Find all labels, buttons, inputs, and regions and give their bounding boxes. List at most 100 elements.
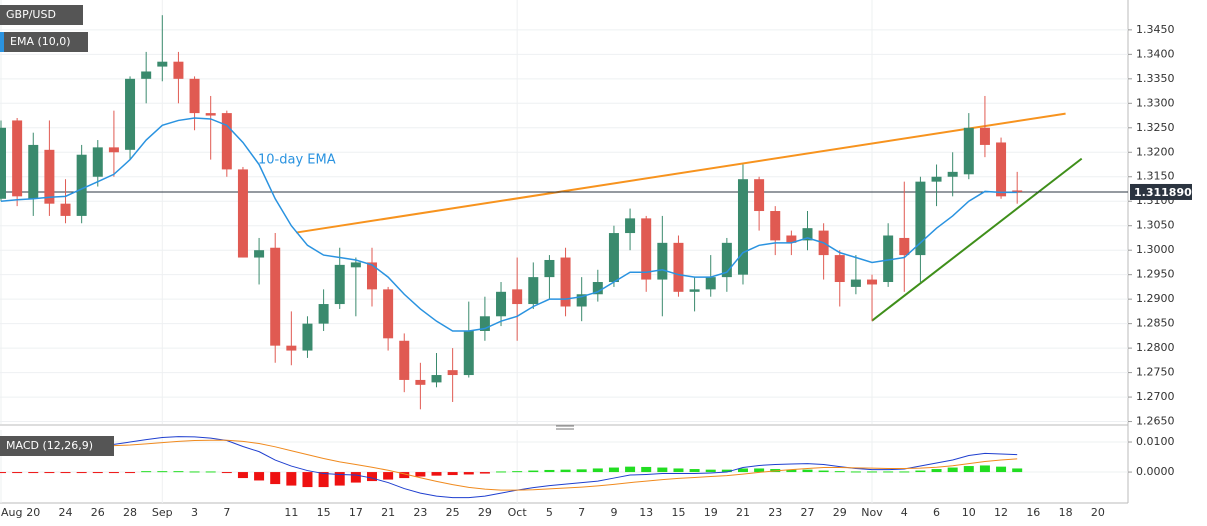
x-tick-label: 19	[704, 506, 718, 519]
x-tick-label: Nov	[861, 506, 883, 519]
x-tick-label: Sep	[152, 506, 173, 519]
histogram-bar	[608, 467, 619, 473]
candle-body	[883, 235, 894, 283]
x-tick-label: 16	[1026, 506, 1040, 519]
resize-handle[interactable]	[556, 425, 574, 430]
candle-body	[996, 142, 1007, 197]
macd-title: MACD (12,26,9)	[6, 439, 93, 452]
candle-body	[221, 113, 232, 170]
histogram-bar	[592, 468, 603, 473]
histogram-bar	[237, 472, 248, 479]
y-tick-label: 1.3400	[1136, 47, 1175, 60]
candle-body	[592, 282, 603, 295]
candle-body	[270, 247, 281, 346]
x-tick-label: 23	[768, 506, 782, 519]
plot-area: 1.2650 1.2700 1.2750 1.2800 1.2850 1.2900 1.29…	[0, 0, 1175, 519]
histogram-bar	[996, 466, 1007, 473]
histogram-bar	[60, 472, 71, 474]
y-tick-label: 1.2950	[1136, 268, 1175, 281]
histogram-bar	[899, 471, 910, 473]
candle-body	[60, 203, 71, 216]
candle-body	[737, 179, 748, 275]
histogram-bar	[544, 469, 555, 473]
x-tick-label: 27	[801, 506, 815, 519]
candle-body	[802, 228, 813, 241]
x-tick-label: 29	[833, 506, 847, 519]
candle-body	[350, 262, 361, 268]
histogram-bar	[157, 471, 168, 473]
candle-body	[173, 61, 184, 79]
candle-body	[657, 242, 668, 280]
y-tick-label: 0.0000	[1136, 465, 1175, 478]
candle-body	[689, 289, 700, 292]
histogram-bar	[205, 471, 216, 473]
histogram-bar	[76, 472, 87, 474]
histogram-bar	[189, 471, 200, 473]
candle-body	[463, 330, 474, 376]
title-box	[0, 5, 83, 25]
histogram-bar	[850, 471, 861, 473]
candle-body	[318, 304, 329, 324]
histogram-bar	[963, 466, 974, 473]
candle-body	[157, 61, 168, 67]
histogram-bar	[673, 468, 684, 473]
histogram-bar	[818, 470, 829, 473]
histogram-bar	[721, 469, 732, 473]
x-tick-label: 4	[901, 506, 908, 519]
y-tick-label: 1.3300	[1136, 96, 1175, 109]
candle-body	[28, 144, 39, 199]
candle-body	[963, 127, 974, 175]
candle-body	[108, 147, 119, 153]
candle-body	[0, 127, 6, 199]
histogram-bar	[528, 470, 539, 473]
candle-body	[254, 250, 265, 258]
candle-body	[447, 370, 458, 376]
candle-body	[141, 71, 152, 79]
x-tick-label: 21	[736, 506, 750, 519]
macd-line	[0, 439, 1018, 491]
histogram-bar	[350, 472, 361, 483]
histogram-bar	[12, 472, 23, 474]
histogram-bar	[1012, 468, 1023, 473]
candle-body	[1012, 190, 1023, 192]
legend-swatch	[0, 32, 4, 52]
y-tick-label: 1.3250	[1136, 121, 1175, 134]
histogram-bar	[92, 472, 103, 474]
candle-body	[544, 259, 555, 278]
histogram-bar	[641, 466, 652, 473]
histogram-bar	[366, 472, 377, 482]
histogram-bar	[415, 472, 426, 477]
candle-body	[834, 255, 845, 283]
histogram-bar	[44, 472, 55, 474]
candle-body	[528, 277, 539, 305]
candle-body	[641, 218, 652, 280]
x-tick-label: 26	[91, 506, 105, 519]
histogram-bar	[173, 471, 184, 473]
x-tick-label: 21	[381, 506, 395, 519]
x-tick-label: 15	[317, 506, 331, 519]
histogram-bar	[512, 471, 523, 473]
candle-body	[512, 289, 523, 305]
candle-body	[237, 169, 248, 258]
last-price-label: 1.311890	[1134, 186, 1192, 199]
candle-body	[721, 242, 732, 278]
x-tick-label: 25	[446, 506, 460, 519]
x-tick-label: 28	[123, 506, 137, 519]
histogram-bar	[657, 467, 668, 473]
histogram-bar	[108, 472, 119, 474]
y-tick-label: 1.2800	[1136, 341, 1175, 354]
x-tick-label: 10	[962, 506, 976, 519]
histogram-bar	[221, 472, 232, 474]
candle-body	[899, 237, 910, 256]
y-tick-label: 1.3150	[1136, 170, 1175, 183]
histogram-bar	[28, 472, 39, 474]
candle-body	[608, 233, 619, 283]
histogram-bar	[270, 472, 281, 485]
candle-body	[576, 294, 587, 307]
candle-body	[979, 127, 990, 145]
x-tick-label: 13	[639, 506, 653, 519]
trendline	[296, 112, 1066, 234]
y-tick-label: 1.3050	[1136, 219, 1175, 232]
